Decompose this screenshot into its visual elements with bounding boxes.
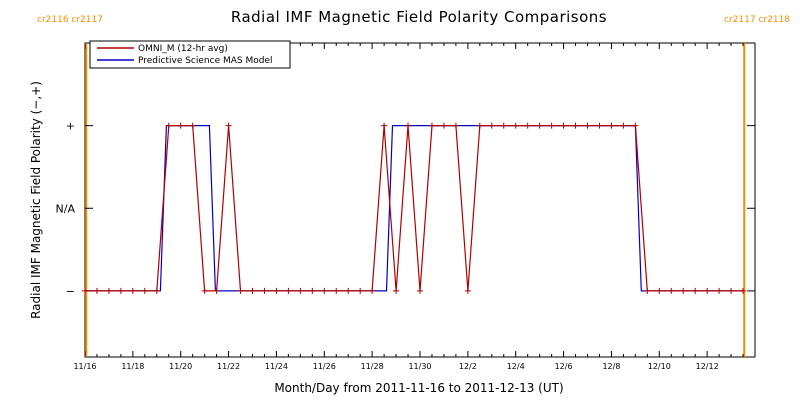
omni-data-point	[261, 287, 268, 294]
omni-data-point	[225, 122, 232, 129]
omni-data-point	[117, 287, 124, 294]
x-tick-label: 11/30	[408, 362, 431, 371]
omni-data-point	[728, 287, 735, 294]
omni-data-point	[297, 287, 304, 294]
legend-box	[89, 40, 291, 69]
omni-data-point	[405, 122, 412, 129]
omni-data-point	[153, 287, 160, 294]
chart-title: Radial IMF Magnetic Field Polarity Compa…	[231, 8, 607, 26]
omni-data-point	[656, 287, 663, 294]
omni-data-point	[369, 287, 376, 294]
omni-data-point	[417, 287, 423, 294]
x-tick-label: 11/28	[361, 362, 384, 371]
omni-data-point	[141, 287, 148, 294]
omni-data-point	[536, 122, 543, 129]
omni-data-point	[464, 287, 471, 294]
omni-data-point	[165, 122, 172, 129]
omni-data-point	[608, 122, 615, 129]
x-tick-label: 11/18	[121, 362, 144, 371]
omni-data-point	[189, 122, 196, 129]
legend-label-omni: OMNI_M (12-hr avg)	[138, 44, 228, 54]
omni-series-line	[85, 124, 743, 292]
omni-data-point	[548, 122, 555, 129]
omni-data-point	[620, 122, 627, 129]
omni-data-point	[632, 122, 639, 129]
x-tick-label: 11/26	[313, 362, 336, 371]
y-axis-label: Radial IMF Magnetic Field Polarity (−,+)	[29, 81, 43, 319]
omni-data-point	[572, 122, 579, 129]
omni-data-point	[692, 287, 699, 294]
omni-data-point	[596, 122, 603, 129]
omni-data-point	[333, 287, 340, 294]
omni-data-point	[321, 287, 328, 294]
omni-data-point	[452, 122, 459, 129]
omni-data-point	[201, 287, 208, 294]
omni-data-point	[93, 287, 100, 294]
x-tick-label: 11/20	[169, 362, 192, 371]
carrington-markers: cr2116 cr2117 cr2117 cr2118	[37, 15, 790, 357]
omni-data-point	[249, 287, 256, 294]
omni-data-point	[440, 122, 447, 129]
x-tick-label: 11/22	[217, 362, 240, 371]
omni-data-point	[381, 122, 388, 129]
omni-data-point	[740, 287, 747, 294]
x-tick-label: 12/2	[459, 362, 477, 371]
omni-data-point	[500, 122, 507, 129]
omni-data-point	[357, 287, 364, 294]
omni-data-point	[177, 122, 184, 129]
x-tick-label: 12/6	[555, 362, 573, 371]
x-tick-label: 11/16	[73, 362, 96, 371]
plot-frame	[84, 42, 756, 358]
y-axis-ticks: + N/A −	[56, 120, 755, 298]
omni-data-point	[512, 122, 519, 129]
omni-data-point	[82, 287, 88, 294]
omni-data-point	[476, 122, 483, 129]
omni-data-point	[105, 287, 112, 294]
omni-data-point	[668, 287, 675, 294]
x-tick-label: 11/24	[265, 362, 288, 371]
omni-data-point	[524, 122, 531, 129]
omni-data-point	[237, 287, 244, 294]
series-markers	[82, 122, 747, 294]
series-lines	[85, 124, 743, 292]
omni-data-point	[644, 287, 651, 294]
omni-data-point	[309, 287, 316, 294]
omni-data-point	[213, 287, 220, 294]
y-tick-label: +	[66, 120, 75, 133]
omni-data-point	[488, 122, 495, 129]
omni-data-point	[584, 122, 591, 129]
y-tick-label: N/A	[56, 202, 76, 215]
y-tick-label: −	[66, 285, 75, 298]
omni-data-point	[704, 287, 711, 294]
x-tick-label: 12/4	[507, 362, 525, 371]
omni-data-point	[129, 287, 136, 294]
legend-label-mas: Predictive Science MAS Model	[138, 56, 273, 66]
carrington-label: cr2116 cr2117	[37, 15, 103, 25]
omni-data-point	[560, 122, 567, 129]
legend: OMNI_M (12-hr avg) Predictive Science MA…	[89, 40, 291, 69]
omni-data-point	[273, 287, 280, 294]
x-tick-label: 12/8	[602, 362, 620, 371]
omni-data-point	[680, 287, 687, 294]
carrington-label: cr2117 cr2118	[724, 15, 790, 25]
x-tick-label: 12/12	[696, 362, 719, 371]
x-axis-label: Month/Day from 2011-11-16 to 2011-12-13 …	[274, 381, 563, 395]
x-tick-label: 12/10	[648, 362, 671, 371]
omni-data-point	[393, 287, 400, 294]
omni-data-point	[285, 287, 292, 294]
omni-data-point	[345, 287, 352, 294]
omni-data-point	[716, 287, 723, 294]
omni-data-point	[428, 122, 435, 129]
